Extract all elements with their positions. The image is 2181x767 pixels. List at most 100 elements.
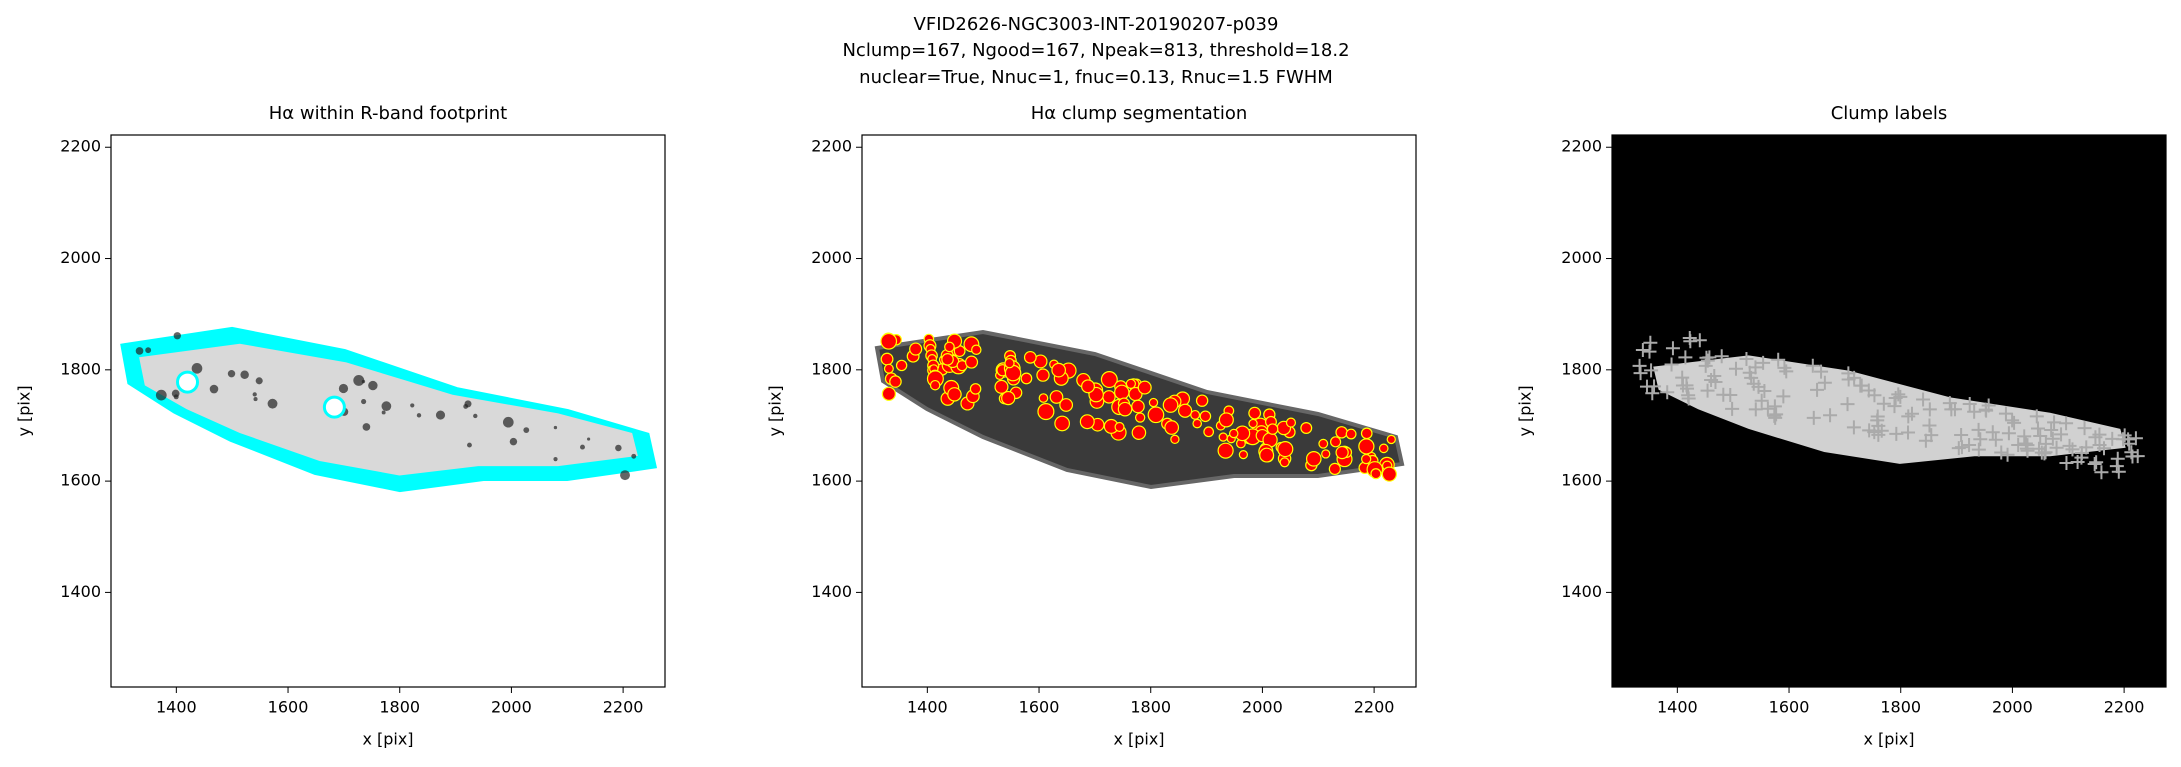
texture [1001, 390, 1016, 406]
texture [2029, 409, 2044, 424]
texture [1038, 393, 1049, 403]
texture [1134, 412, 1146, 423]
texture [2020, 443, 2035, 458]
texture [2044, 422, 2059, 437]
texture [1321, 449, 1331, 459]
texture [2079, 440, 2094, 455]
texture [368, 380, 378, 391]
texture [2116, 432, 2131, 447]
texture [1131, 399, 1145, 414]
texture [1386, 434, 1396, 445]
texture [1125, 378, 1136, 389]
texture [1756, 355, 1771, 370]
texture [2030, 421, 2045, 436]
x-tick-label: 2000 [1992, 698, 2033, 717]
y-tick-label: 2200 [1561, 137, 1602, 156]
y-tick-label: 2200 [811, 137, 852, 156]
texture [1876, 396, 1891, 411]
x-tick-label: 1800 [1880, 698, 1921, 717]
x-tick-label: 1800 [1130, 698, 1171, 717]
texture [2000, 447, 2015, 462]
texture [2087, 457, 2102, 472]
texture [994, 379, 1009, 394]
texture [1177, 403, 1193, 418]
texture [2049, 440, 2064, 455]
texture [1664, 357, 1679, 372]
texture [2054, 427, 2069, 442]
texture [929, 379, 941, 391]
texture [1985, 425, 2000, 440]
texture [1861, 383, 1876, 398]
texture [1370, 468, 1382, 480]
texture [1805, 358, 1820, 373]
texture [1635, 343, 1650, 358]
texture [2059, 456, 2074, 471]
texture [1708, 374, 1723, 389]
texture [2018, 436, 2033, 451]
texture [1218, 432, 1228, 442]
y-tick-label: 1600 [60, 471, 101, 490]
texture [1700, 383, 1715, 398]
texture [1702, 350, 1717, 365]
texture [1998, 406, 2013, 421]
figure-title: Nclump=167, Ngood=167, Npeak=813, thresh… [842, 40, 1349, 61]
y-tick-label: 1800 [60, 359, 101, 378]
texture [1922, 402, 1937, 417]
texture [1746, 376, 1761, 391]
texture [1360, 427, 1373, 440]
texture [1361, 453, 1372, 465]
texture [523, 427, 530, 434]
texture [1981, 398, 1996, 413]
image-panel [862, 135, 1416, 687]
texture [944, 341, 955, 353]
texture [1217, 442, 1234, 459]
texture [1117, 401, 1133, 417]
x-tick-label: 1800 [379, 698, 420, 717]
y-tick-label: 2200 [60, 137, 101, 156]
texture [155, 389, 167, 401]
x-tick-label: 2200 [1354, 698, 1395, 717]
x-tick-label: 1400 [907, 698, 948, 717]
texture [2007, 415, 2022, 430]
texture [1305, 450, 1322, 467]
y-tick-label: 2000 [811, 248, 852, 267]
texture [1692, 333, 1707, 348]
texture [1335, 426, 1348, 439]
texture [1922, 418, 1937, 433]
texture [1665, 341, 1680, 356]
texture [2088, 430, 2103, 445]
texture [1079, 414, 1095, 430]
texture [947, 387, 962, 402]
x-tick-label: 1400 [156, 698, 197, 717]
texture [1901, 409, 1916, 424]
texture [502, 416, 514, 428]
texture [1162, 397, 1179, 413]
texture [1971, 442, 1986, 457]
texture [209, 384, 219, 394]
texture [1862, 423, 1877, 438]
texture [1218, 412, 1234, 428]
texture [1916, 392, 1931, 407]
texture [1147, 406, 1165, 424]
texture [1195, 394, 1209, 407]
texture [1874, 423, 1889, 438]
texture [1300, 422, 1313, 434]
texture [1131, 425, 1147, 440]
texture [1248, 418, 1258, 429]
figure-title: VFID2626-NGC3003-INT-20190207-p039 [914, 14, 1279, 35]
texture [895, 359, 908, 372]
texture [1277, 440, 1294, 458]
texture [1644, 363, 1659, 378]
texture [353, 374, 365, 386]
x-axis-label: x [pix] [1863, 730, 1914, 749]
texture [1102, 390, 1116, 404]
texture [1266, 423, 1279, 435]
texture [1660, 385, 1675, 400]
texture [2074, 450, 2089, 465]
texture [1164, 420, 1180, 435]
texture [580, 444, 585, 450]
texture [2110, 451, 2125, 466]
texture [1148, 397, 1159, 408]
texture [1891, 387, 1906, 402]
